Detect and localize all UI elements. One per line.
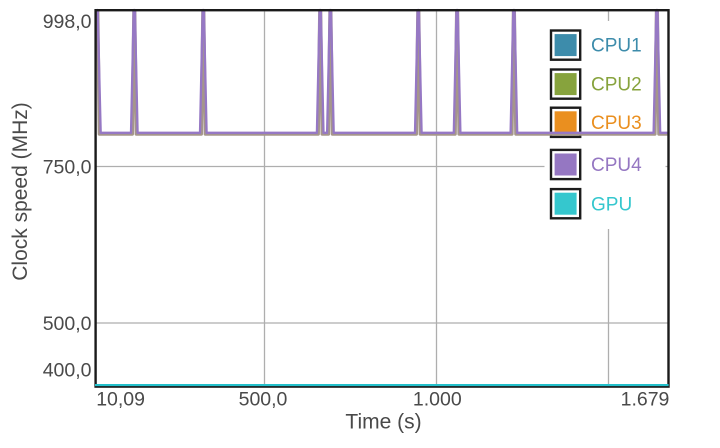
svg-text:500,0: 500,0 (239, 389, 288, 411)
svg-text:500,0: 500,0 (43, 313, 92, 335)
svg-text:GPU: GPU (591, 194, 632, 215)
svg-text:750,0: 750,0 (43, 157, 92, 179)
svg-text:CPU1: CPU1 (591, 35, 642, 56)
svg-text:998,0: 998,0 (43, 11, 92, 33)
svg-text:CPU2: CPU2 (591, 75, 642, 96)
svg-text:CPU3: CPU3 (591, 113, 642, 134)
svg-text:10,09: 10,09 (96, 389, 145, 411)
svg-text:CPU4: CPU4 (591, 155, 642, 176)
svg-text:1.000: 1.000 (413, 389, 462, 411)
svg-text:Time (s): Time (s) (345, 411, 421, 434)
svg-text:Clock speed (MHz): Clock speed (MHz) (9, 102, 32, 281)
svg-text:1.679: 1.679 (621, 389, 670, 411)
svg-text:400,0: 400,0 (43, 360, 92, 382)
